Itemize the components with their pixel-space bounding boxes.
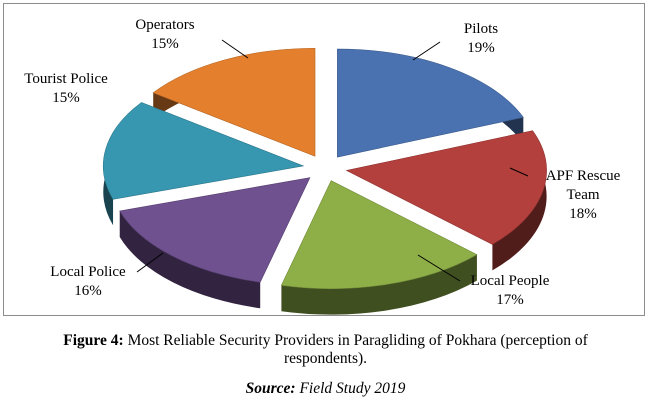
label-pilots-pct: 19% bbox=[467, 40, 495, 56]
label-tourist: Tourist Police bbox=[24, 71, 108, 87]
figure-label: Figure 4: bbox=[63, 332, 124, 349]
source-label: Source: bbox=[245, 380, 296, 397]
leader-operators bbox=[221, 39, 249, 59]
slice-local-police bbox=[119, 177, 311, 283]
slice-pilots bbox=[337, 48, 524, 158]
slice-tourist-police bbox=[103, 102, 305, 200]
label-localpeople-pct: 17% bbox=[496, 292, 524, 308]
pie-slices bbox=[103, 47, 547, 315]
source-text: Field Study 2019 bbox=[299, 380, 406, 397]
label-apf-2: Team bbox=[566, 187, 599, 203]
label-pilots: Pilots bbox=[464, 21, 498, 37]
figure-caption-text: Most Reliable Security Providers in Para… bbox=[127, 332, 588, 349]
slice-operators bbox=[152, 47, 316, 157]
label-tourist-pct: 15% bbox=[52, 90, 80, 106]
label-operators: Operators bbox=[135, 17, 194, 33]
label-localpeople: Local People bbox=[471, 273, 550, 289]
leader-localpolice bbox=[136, 252, 164, 273]
label-localpolice: Local Police bbox=[50, 264, 126, 280]
leader-localpeople bbox=[417, 254, 461, 282]
label-operators-pct: 15% bbox=[151, 36, 179, 52]
leader-pilots bbox=[412, 41, 441, 61]
source-line: Source: Field Study 2019 bbox=[0, 380, 651, 398]
label-apf-pct: 18% bbox=[569, 206, 597, 222]
slice-apf-rescue-team bbox=[345, 130, 547, 245]
figure-caption-line2: respondents). bbox=[283, 350, 368, 367]
pie-chart: Pilots 19% APF Rescue Team 18% Local Peo… bbox=[24, 17, 621, 315]
figure-caption: Figure 4: Most Reliable Security Provide… bbox=[0, 332, 651, 350]
label-localpolice-pct: 16% bbox=[74, 283, 102, 299]
label-apf: APF Rescue bbox=[546, 168, 621, 184]
leader-apf bbox=[509, 167, 529, 177]
